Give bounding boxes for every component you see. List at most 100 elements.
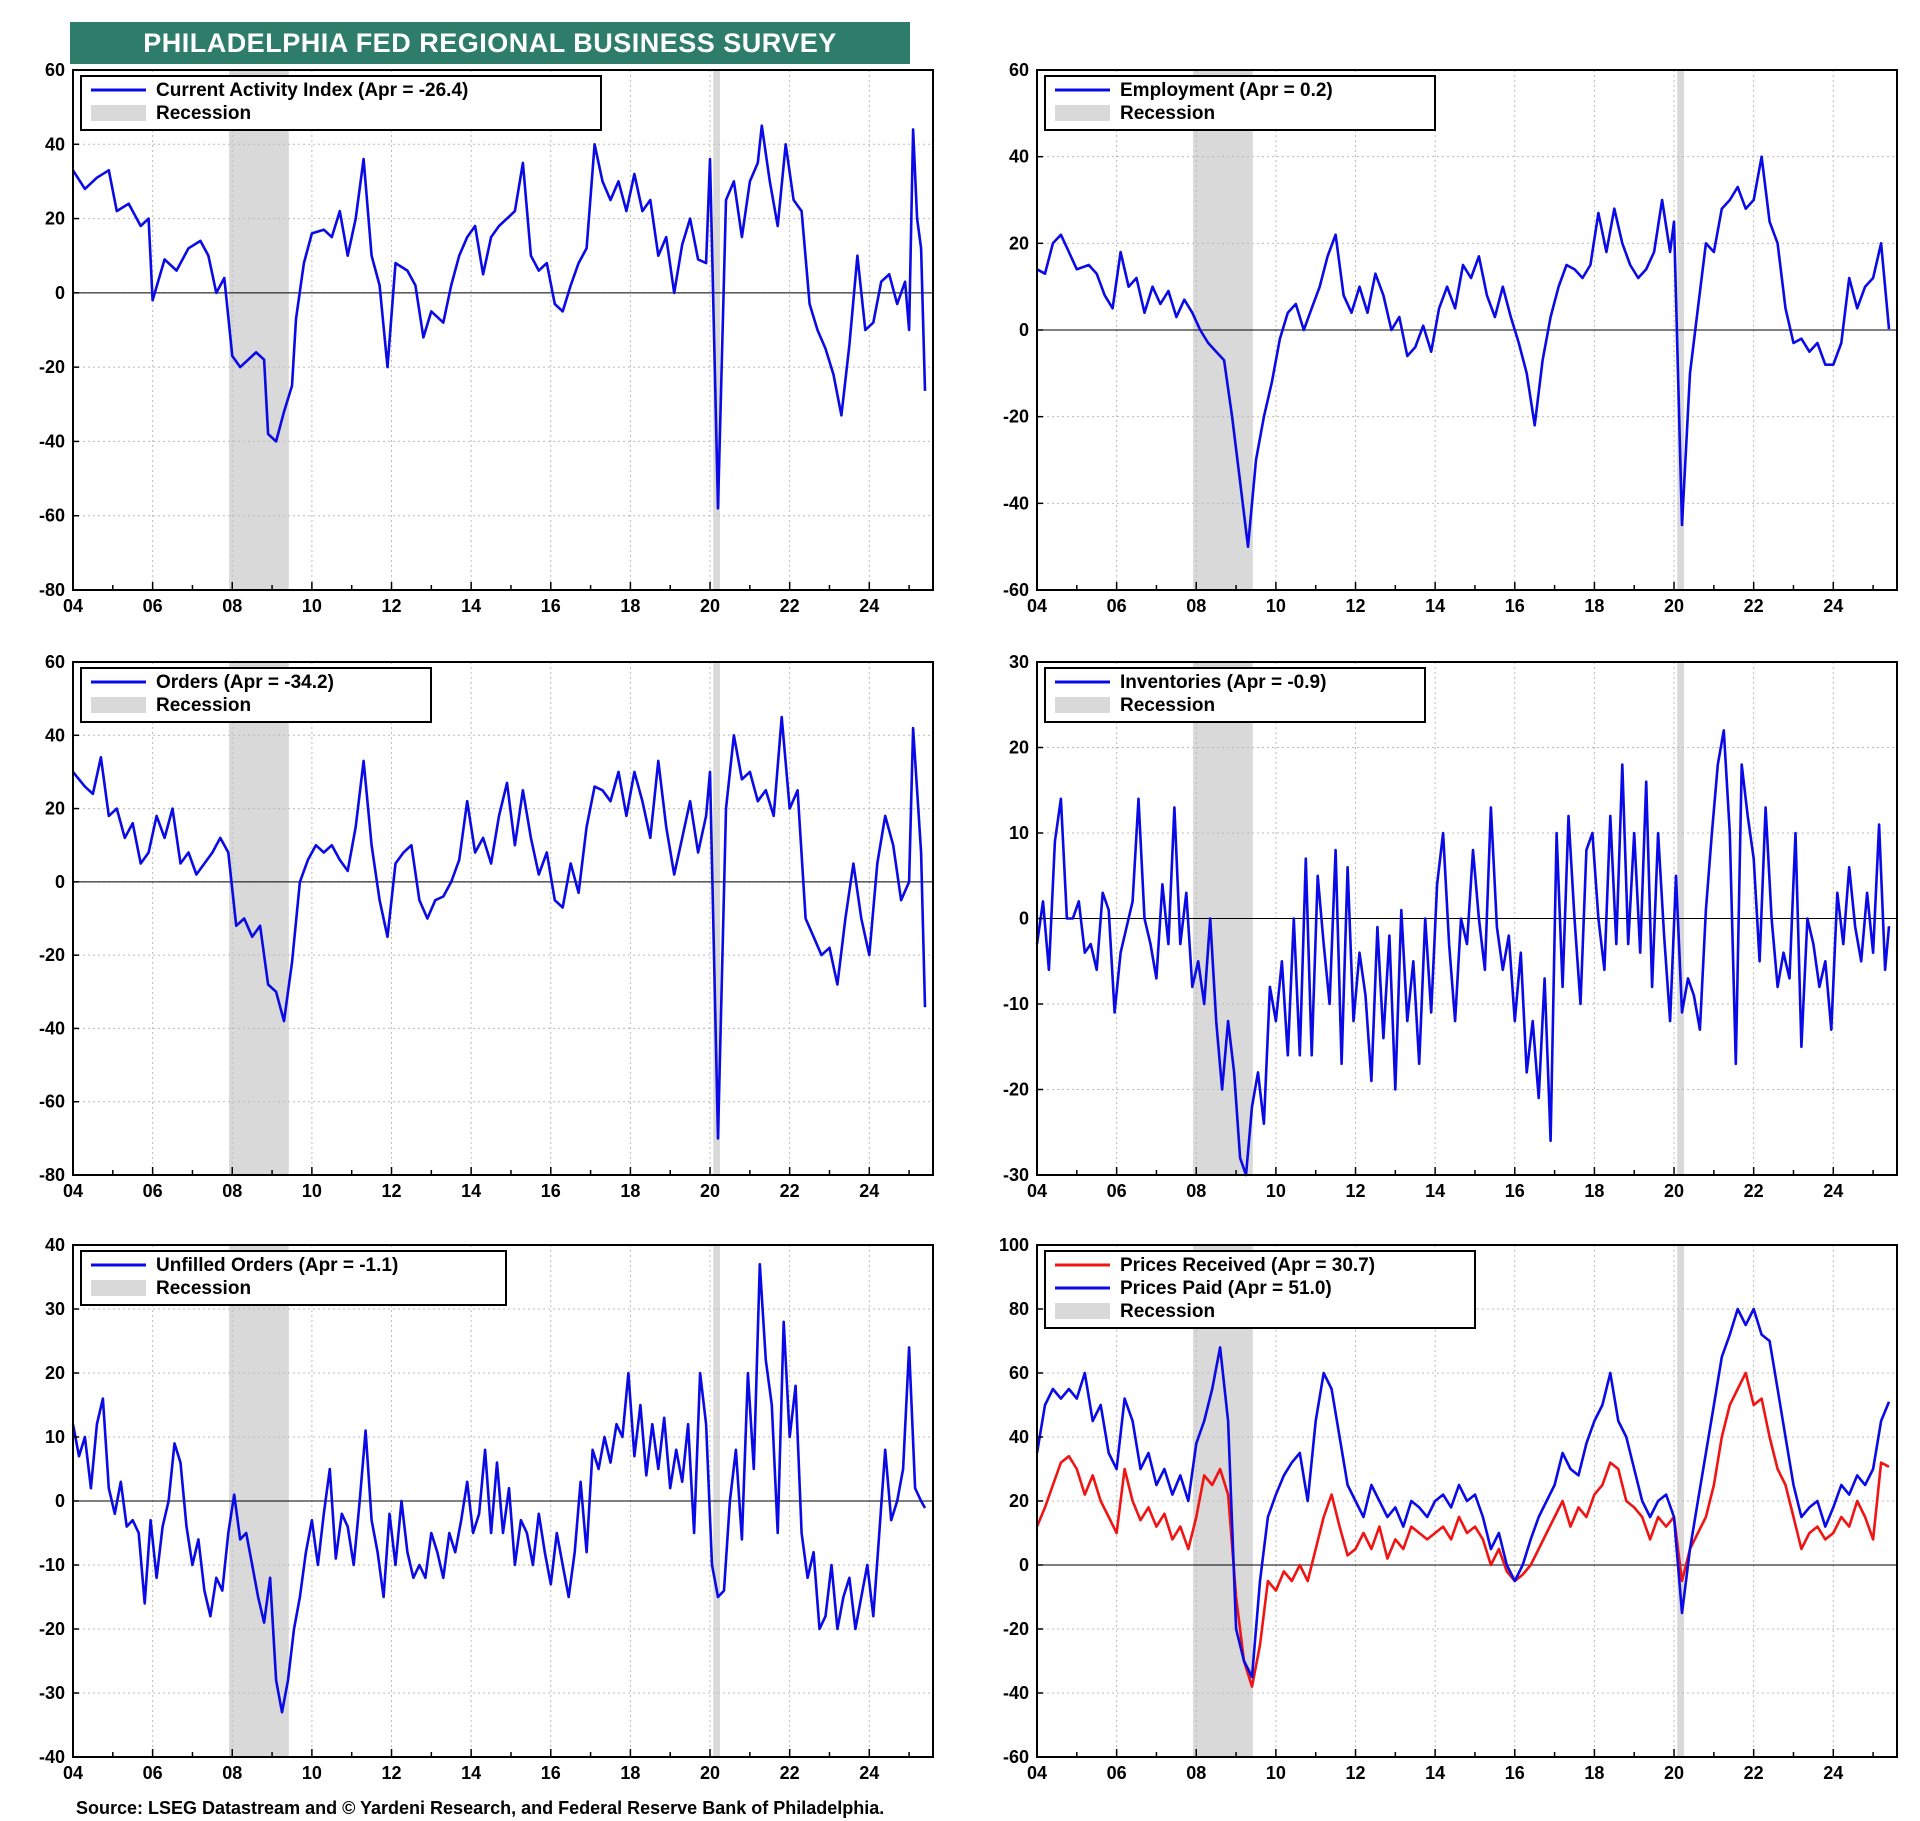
x-tick-label: 04 [1027, 1181, 1047, 1201]
series-line-current-activity-0 [71, 124, 927, 510]
x-tick-label: 14 [461, 1763, 481, 1783]
legend-box [80, 1250, 507, 1306]
series-line-unfilled-orders-0 [71, 1262, 927, 1714]
y-tick-label: 30 [1009, 652, 1029, 672]
x-tick-label: 16 [541, 1181, 561, 1201]
y-tick-label: 40 [1009, 147, 1029, 167]
y-tick-label: -40 [1003, 1683, 1029, 1703]
y-tick-label: 0 [55, 872, 65, 892]
legend-label: Recession [1120, 1301, 1215, 1322]
y-tick-label: 100 [999, 1235, 1029, 1255]
legend-label: Orders (Apr = -34.2) [156, 672, 334, 693]
legend-label: Prices Paid (Apr = 51.0) [1120, 1278, 1332, 1299]
y-tick-label: 40 [1009, 1427, 1029, 1447]
chart-legend: Inventories (Apr = -0.9)Recession [1044, 667, 1426, 723]
x-tick-label: 24 [1823, 1181, 1843, 1201]
x-tick-label: 08 [1186, 596, 1206, 616]
x-tick-label: 12 [382, 1763, 402, 1783]
x-tick-label: 20 [1664, 596, 1684, 616]
y-tick-label: -20 [1003, 1619, 1029, 1639]
chart-legend: Unfilled Orders (Apr = -1.1)Recession [80, 1250, 507, 1306]
y-tick-label: 10 [45, 1427, 65, 1447]
chart-legend: Current Activity Index (Apr = -26.4)Rece… [80, 75, 602, 131]
x-tick-label: 14 [1425, 596, 1445, 616]
y-tick-label: -60 [39, 1092, 65, 1112]
x-tick-label: 08 [1186, 1763, 1206, 1783]
x-tick-label: 20 [700, 1763, 720, 1783]
y-tick-label: -20 [1003, 407, 1029, 427]
x-tick-label: 04 [1027, 1763, 1047, 1783]
x-tick-label: 22 [780, 1181, 800, 1201]
legend-label: Current Activity Index (Apr = -26.4) [156, 80, 468, 101]
x-tick-label: 16 [541, 596, 561, 616]
legend-box [80, 75, 602, 131]
legend-swatch-recession [1055, 105, 1110, 121]
y-tick-label: -30 [1003, 1165, 1029, 1185]
x-tick-label: 04 [63, 1763, 83, 1783]
chart-banner-title: PHILADELPHIA FED REGIONAL BUSINESS SURVE… [70, 22, 910, 64]
legend-label: Unfilled Orders (Apr = -1.1) [156, 1255, 398, 1276]
y-tick-label: -60 [39, 506, 65, 526]
legend-label: Prices Received (Apr = 30.7) [1120, 1255, 1375, 1276]
legend-label: Recession [156, 695, 251, 716]
series-line-inventories-0 [1035, 729, 1891, 1177]
x-tick-label: 12 [1346, 1181, 1366, 1201]
y-tick-label: 20 [1009, 233, 1029, 253]
x-tick-label: 10 [1266, 1763, 1286, 1783]
recession-band [229, 70, 289, 590]
y-tick-label: 0 [55, 283, 65, 303]
x-tick-label: 16 [1505, 1763, 1525, 1783]
x-tick-label: 12 [1346, 596, 1366, 616]
x-tick-label: 24 [859, 1181, 879, 1201]
y-tick-label: -20 [39, 945, 65, 965]
x-tick-label: 18 [620, 1181, 640, 1201]
x-tick-label: 12 [382, 1181, 402, 1201]
series-line-prices-1 [1035, 1307, 1891, 1679]
x-tick-label: 10 [1266, 1181, 1286, 1201]
legend-swatch-recession [1055, 697, 1110, 713]
x-tick-label: 06 [1107, 1181, 1127, 1201]
x-tick-label: 10 [1266, 596, 1286, 616]
legend-swatch-recession [91, 697, 146, 713]
x-tick-label: 14 [461, 1181, 481, 1201]
y-tick-label: 20 [45, 1363, 65, 1383]
chart-legend: Orders (Apr = -34.2)Recession [80, 667, 432, 723]
x-tick-label: 06 [143, 596, 163, 616]
y-tick-label: -20 [39, 1619, 65, 1639]
y-tick-label: 60 [1009, 60, 1029, 80]
x-tick-label: 12 [382, 596, 402, 616]
x-tick-label: 14 [1425, 1763, 1445, 1783]
recession-band [713, 662, 720, 1175]
x-tick-label: 20 [700, 596, 720, 616]
legend-label: Recession [156, 1278, 251, 1299]
legend-label: Recession [1120, 103, 1215, 124]
series-line-orders-0 [71, 715, 927, 1140]
x-tick-label: 06 [143, 1763, 163, 1783]
legend-swatch-recession [91, 105, 146, 121]
y-tick-label: 0 [55, 1491, 65, 1511]
y-tick-label: 0 [1019, 1555, 1029, 1575]
y-tick-label: -80 [39, 580, 65, 600]
y-tick-label: -20 [1003, 1080, 1029, 1100]
chart-legend: Employment (Apr = 0.2)Recession [1044, 75, 1436, 131]
x-tick-label: 24 [1823, 1763, 1843, 1783]
legend-label: Recession [1120, 695, 1215, 716]
x-tick-label: 22 [1744, 596, 1764, 616]
legend-swatch-recession [91, 1280, 146, 1296]
recession-band [1677, 1245, 1684, 1757]
x-tick-label: 24 [859, 596, 879, 616]
x-tick-label: 20 [1664, 1181, 1684, 1201]
y-tick-label: -10 [1003, 994, 1029, 1014]
source-note: Source: LSEG Datastream and © Yardeni Re… [76, 1798, 885, 1818]
y-tick-label: 30 [45, 1299, 65, 1319]
x-tick-label: 12 [1346, 1763, 1366, 1783]
series-line-prices-0 [1035, 1371, 1890, 1688]
recession-band [713, 70, 720, 590]
